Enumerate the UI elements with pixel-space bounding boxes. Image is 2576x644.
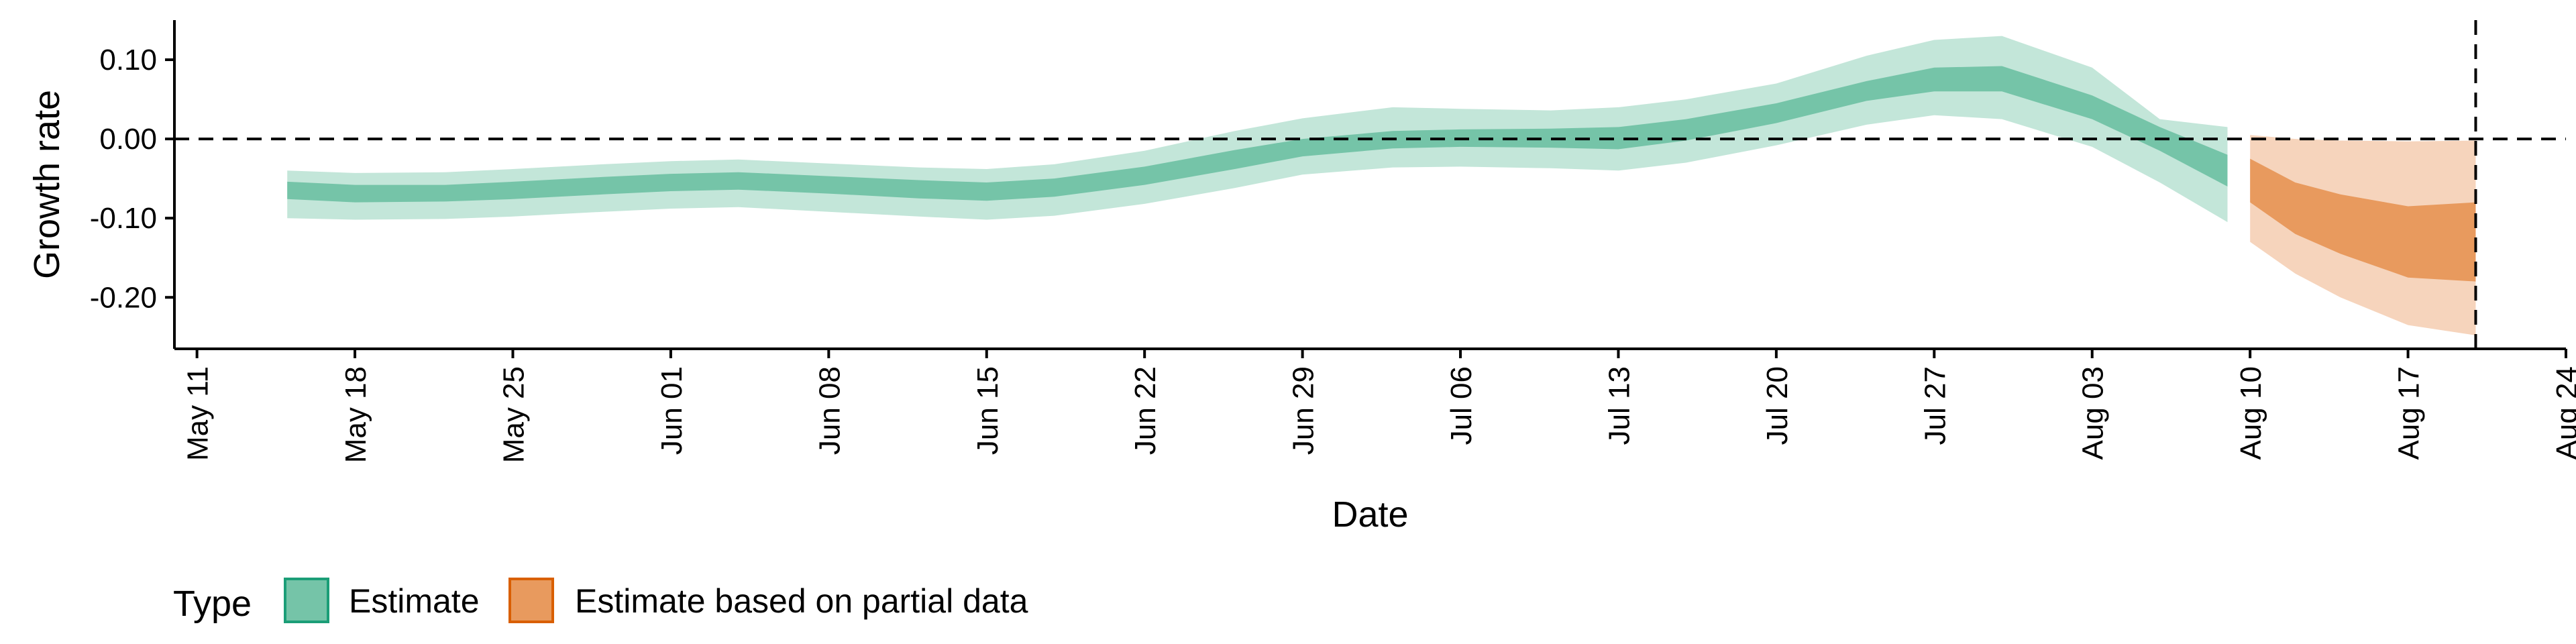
x-tick-label: May 25 xyxy=(497,366,530,463)
x-ticks: May 11 May 18 May 25 Jun 01 Jun 08 Jun 15 Jun … xyxy=(182,349,2576,463)
x-tick-label: Jun 15 xyxy=(971,366,1004,455)
legend: Type Estimate Estimate based on partial … xyxy=(173,578,1028,624)
y-axis-title: Growth rate xyxy=(27,90,67,279)
x-tick-label: Aug 17 xyxy=(2393,366,2426,460)
x-tick-label: Jun 29 xyxy=(1287,366,1320,455)
y-tick-label: -0.20 xyxy=(90,281,157,314)
x-tick-label: Jun 22 xyxy=(1129,366,1162,455)
band-inner-partial xyxy=(2250,158,2476,282)
x-tick-label: Aug 03 xyxy=(2077,366,2110,460)
x-tick-label: May 18 xyxy=(339,366,372,463)
x-tick-label: Jul 06 xyxy=(1445,366,1478,445)
y-axis: 0.10 0.00 -0.10 -0.20 Growth rate xyxy=(27,20,176,349)
x-tick-label: Jul 13 xyxy=(1603,366,1635,445)
x-tick-label: Jun 01 xyxy=(655,366,688,455)
x-tick-label: Aug 10 xyxy=(2235,366,2267,460)
x-axis: May 11 May 18 May 25 Jun 01 Jun 08 Jun 15 Jun … xyxy=(174,347,2576,535)
x-tick-label: Jul 27 xyxy=(1919,366,1951,445)
legend-label-partial: Estimate based on partial data xyxy=(575,582,1028,620)
y-tick-label: 0.10 xyxy=(99,44,157,76)
legend-title: Type xyxy=(173,584,252,624)
legend-key-partial xyxy=(508,578,554,623)
y-tick-label: 0.00 xyxy=(99,123,157,156)
x-axis-title: Date xyxy=(1332,494,1408,535)
plot-area xyxy=(174,20,2566,349)
y-tick-label: -0.10 xyxy=(90,202,157,235)
x-tick-label: Jun 08 xyxy=(813,366,846,455)
x-tick-label: Jul 20 xyxy=(1761,366,1794,445)
bands-layer xyxy=(287,36,2476,335)
x-tick-label: May 11 xyxy=(182,366,215,461)
legend-label-estimate: Estimate xyxy=(349,582,480,620)
y-ticks: 0.10 0.00 -0.10 -0.20 xyxy=(90,44,174,314)
x-tick-label: Aug 24 xyxy=(2551,366,2576,460)
band-inner-estimate xyxy=(287,66,2228,203)
legend-key-estimate xyxy=(284,578,329,623)
